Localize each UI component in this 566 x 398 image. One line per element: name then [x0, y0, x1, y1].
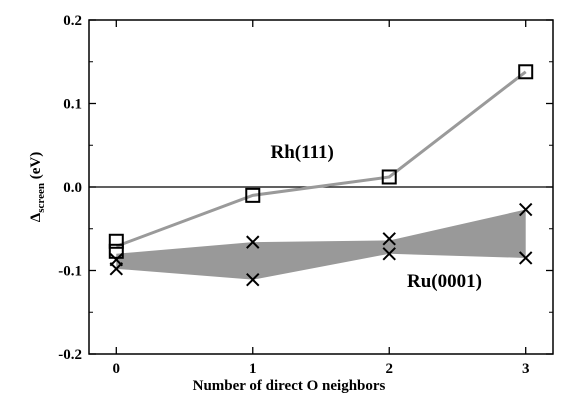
annotations: Rh(111) Ru(0001)	[271, 142, 482, 292]
ru-x-marker	[109, 262, 124, 276]
ru-x-marker	[246, 235, 260, 249]
ru-x-stroke	[382, 247, 396, 261]
x-tick-label: 1	[249, 361, 257, 377]
ru-x-stroke	[518, 202, 533, 217]
x-tick-label: 3	[522, 361, 530, 377]
ru-x-marker	[518, 251, 533, 265]
rh-square-marker	[245, 187, 261, 203]
ru-x-stroke	[382, 232, 396, 246]
rh-square-marker	[381, 169, 397, 185]
ru-x-stroke	[518, 251, 533, 265]
y-tick-label: -0.2	[58, 347, 82, 363]
ru-x-stroke	[246, 235, 260, 249]
y-tick-label: 0.1	[63, 97, 82, 113]
y-axis-title-unit: (eV)	[28, 152, 44, 183]
ru-x-marker	[246, 272, 260, 287]
markers	[108, 64, 534, 287]
rh-square-marker	[518, 64, 534, 80]
ru-x-stroke	[246, 272, 260, 287]
ru-x-marker	[518, 202, 533, 217]
y-tick-label: 0.2	[63, 13, 82, 29]
y-tick-label: 0.0	[63, 180, 82, 196]
ru-x-marker	[382, 247, 396, 261]
y-tick-label: -0.1	[58, 264, 82, 280]
ru-x-stroke	[109, 262, 124, 276]
series-annotation: Ru(0001)	[407, 271, 482, 292]
rh-square-marker	[108, 233, 124, 249]
y-axis-title-main: Δ	[28, 212, 44, 222]
ru-band	[116, 209, 526, 280]
x-tick-label: 2	[385, 361, 393, 377]
x-tick-label: 0	[113, 361, 121, 377]
rh-line-layer	[115, 70, 527, 248]
rh-line	[115, 70, 527, 248]
rh-square-marker	[108, 243, 124, 259]
y-axis-title: Δscreen (eV)	[28, 152, 47, 222]
series-annotation: Rh(111)	[271, 142, 334, 163]
x-axis-title: Number of direct O neighbors	[193, 378, 386, 394]
y-axis-title-sub: screen	[35, 183, 47, 213]
ru-x-marker	[382, 232, 396, 246]
ticks: 0 1 2 3 -0.2 -0.1 0.0 0.1 0.2	[58, 13, 553, 377]
ru-band-layer	[116, 209, 526, 280]
